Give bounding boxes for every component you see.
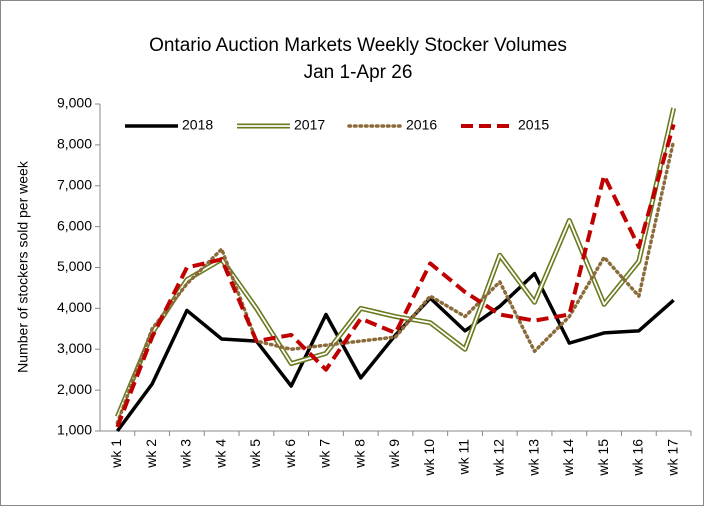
x-tick-label: wk 15 — [595, 439, 611, 477]
x-tick-label: wk 5 — [247, 439, 263, 469]
x-tick-label: wk 7 — [317, 439, 333, 469]
series-line — [115, 123, 676, 428]
x-tick-label: wk 11 — [456, 439, 472, 476]
x-tick-label: wk 8 — [351, 439, 367, 469]
x-tick-label: wk 12 — [490, 439, 506, 477]
legend-label: 2015 — [518, 117, 549, 133]
x-tick-label: wk 2 — [143, 439, 159, 469]
y-tick-label: 8,000 — [57, 136, 92, 152]
y-axis-label: Number of stockers sold per week — [15, 160, 31, 373]
legend-label: 2016 — [406, 117, 437, 133]
y-tick-label: 9,000 — [57, 95, 92, 111]
y-tick-label: 3,000 — [57, 340, 92, 356]
legend-label: 2018 — [182, 117, 213, 133]
x-tick-label: wk 14 — [560, 439, 576, 477]
x-tick-label: wk 3 — [178, 439, 194, 469]
x-tick-label: wk 1 — [108, 439, 124, 469]
chart-title: Ontario Auction Markets Weekly Stocker V… — [149, 35, 567, 56]
chart-subtitle: Jan 1-Apr 26 — [304, 62, 413, 83]
x-tick-label: wk 17 — [664, 439, 680, 477]
y-tick-label: 1,000 — [57, 422, 92, 438]
y-tick-label: 7,000 — [57, 176, 92, 192]
y-tick-label: 5,000 — [57, 258, 92, 274]
legend-label: 2017 — [294, 117, 325, 133]
y-tick-label: 2,000 — [57, 381, 92, 397]
y-tick-label: 6,000 — [57, 217, 92, 233]
x-tick-label: wk 6 — [282, 439, 298, 469]
x-tick-label: wk 9 — [386, 439, 402, 469]
x-tick-label: wk 4 — [212, 439, 228, 469]
x-tick-label: wk 16 — [630, 439, 646, 477]
x-tick-label: wk 13 — [525, 439, 541, 477]
y-tick-label: 4,000 — [57, 299, 92, 315]
x-tick-label: wk 10 — [421, 439, 437, 477]
line-inner — [116, 107, 675, 418]
